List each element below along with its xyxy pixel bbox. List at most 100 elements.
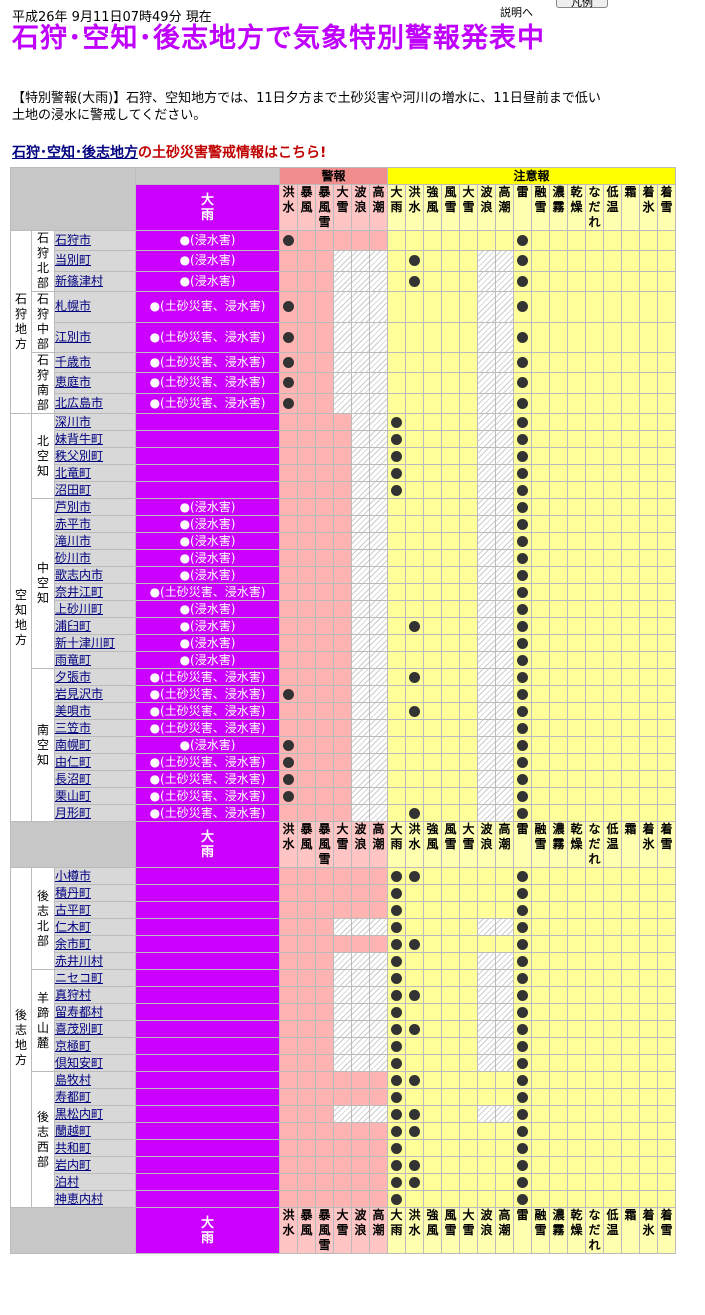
warning-cell	[370, 936, 387, 952]
warning-cell	[316, 567, 333, 583]
warning-cell	[370, 805, 387, 821]
sediment-link-text[interactable]: の土砂災害警戒情報はこちら!	[138, 145, 327, 161]
advisory-cell	[658, 754, 675, 770]
municipality-link[interactable]: 共和町	[55, 1140, 92, 1155]
municipality-link[interactable]: 奈井江町	[55, 584, 104, 599]
municipality-link[interactable]: 上砂川町	[55, 601, 104, 616]
municipality-link[interactable]: 北竜町	[55, 465, 92, 480]
advisory-cell	[640, 567, 657, 583]
municipality-link[interactable]: 神恵内村	[55, 1191, 104, 1206]
municipality-link[interactable]: 小樽市	[55, 868, 92, 883]
municipality-link[interactable]: 北広島市	[55, 395, 104, 410]
municipality-link[interactable]: 積丹町	[55, 885, 92, 900]
legend-button[interactable]: 凡例	[556, 0, 608, 9]
municipality-link[interactable]: 砂川市	[55, 550, 92, 565]
municipality-link[interactable]: 歌志内市	[55, 567, 104, 582]
advisory-cell	[550, 754, 567, 770]
sediment-info-link[interactable]: 石狩･空知･後志地方の土砂災害警戒情報はこちら!	[12, 142, 326, 162]
special-warning-cell	[136, 953, 279, 969]
municipality-cell: 秩父別町	[55, 448, 135, 464]
municipality-link[interactable]: 倶知安町	[55, 1055, 104, 1070]
warning-cell	[280, 1106, 297, 1122]
advisory-cell	[550, 902, 567, 918]
municipality-link[interactable]: 寿都町	[55, 1089, 92, 1104]
active-dot-icon	[517, 416, 528, 428]
municipality-link[interactable]: 栗山町	[55, 788, 92, 803]
municipality-link[interactable]: 島牧村	[55, 1072, 92, 1087]
municipality-link[interactable]: 三笠市	[55, 720, 92, 735]
municipality-link[interactable]: ニセコ町	[55, 970, 104, 985]
municipality-cell: 赤井川村	[55, 953, 135, 969]
help-link[interactable]: 説明へ	[500, 6, 533, 19]
municipality-link[interactable]: 妹背牛町	[55, 431, 104, 446]
table-row: 留寿都村	[11, 1004, 675, 1020]
advisory-cell	[514, 919, 531, 935]
municipality-link[interactable]: 南幌町	[55, 737, 92, 752]
advisory-cell	[514, 584, 531, 600]
municipality-link[interactable]: 岩見沢市	[55, 686, 104, 701]
municipality-link[interactable]: 古平町	[55, 902, 92, 917]
advisory-cell	[568, 353, 585, 373]
advisory-cell	[604, 720, 621, 736]
advisory-cell	[604, 1038, 621, 1054]
advisory-cell	[604, 703, 621, 719]
municipality-link[interactable]: 喜茂別町	[55, 1021, 104, 1036]
municipality-link[interactable]: 雨竜町	[55, 652, 92, 667]
advisory-cell	[586, 987, 603, 1003]
warning-cell	[316, 953, 333, 969]
municipality-link[interactable]: 京極町	[55, 1038, 92, 1053]
municipality-link[interactable]: 深川市	[55, 414, 92, 429]
advisory-cell	[424, 788, 441, 804]
advisory-cell	[460, 936, 477, 952]
municipality-link[interactable]: 新篠津村	[55, 273, 104, 288]
active-dot-icon	[283, 790, 294, 802]
advisory-cell	[550, 987, 567, 1003]
advisory-cell	[496, 271, 513, 291]
municipality-link[interactable]: 由仁町	[55, 754, 92, 769]
advisory-cell	[604, 353, 621, 373]
advisory-cell	[586, 1106, 603, 1122]
municipality-link[interactable]: 仁木町	[55, 919, 92, 934]
municipality-link[interactable]: 泊村	[55, 1174, 80, 1189]
advisory-cell	[388, 987, 405, 1003]
municipality-link[interactable]: 恵庭市	[55, 375, 92, 390]
municipality-link[interactable]: 夕張市	[55, 669, 92, 684]
municipality-link[interactable]: 千歳市	[55, 355, 92, 370]
municipality-link[interactable]: 沼田町	[55, 482, 92, 497]
advisory-cell	[406, 231, 423, 251]
municipality-link[interactable]: 黒松内町	[55, 1106, 104, 1121]
advisory-cell	[514, 1123, 531, 1139]
municipality-link[interactable]: 赤平市	[55, 516, 92, 531]
warning-cell	[280, 1021, 297, 1037]
active-dot-icon	[283, 377, 294, 389]
warning-cell	[298, 618, 315, 634]
municipality-link[interactable]: 芦別市	[55, 499, 92, 514]
municipality-link[interactable]: 岩内町	[55, 1157, 92, 1172]
advisory-cell	[388, 292, 405, 322]
advisory-cell	[478, 1174, 495, 1190]
advisory-cell	[442, 953, 459, 969]
municipality-link[interactable]: 浦臼町	[55, 618, 92, 633]
warning-cell	[334, 788, 351, 804]
municipality-link[interactable]: 新十津川町	[55, 635, 116, 650]
municipality-link[interactable]: 滝川市	[55, 533, 92, 548]
municipality-link[interactable]: 美唄市	[55, 703, 92, 718]
advisory-cell	[406, 970, 423, 986]
municipality-link[interactable]: 当別町	[55, 253, 92, 268]
municipality-link[interactable]: 真狩村	[55, 987, 92, 1002]
municipality-link[interactable]: 余市町	[55, 936, 92, 951]
municipality-link[interactable]: 石狩市	[55, 233, 92, 248]
municipality-link[interactable]: 月形町	[55, 805, 92, 820]
advisory-cell	[568, 1157, 585, 1173]
municipality-link[interactable]: 留寿都村	[55, 1004, 104, 1019]
advisory-cell	[658, 953, 675, 969]
municipality-link[interactable]: 赤井川村	[55, 953, 104, 968]
sediment-link-region[interactable]: 石狩･空知･後志地方	[12, 145, 138, 161]
advisory-cell	[442, 482, 459, 498]
advisory-cell	[658, 987, 675, 1003]
municipality-link[interactable]: 江別市	[55, 329, 92, 344]
municipality-link[interactable]: 蘭越町	[55, 1123, 92, 1138]
municipality-link[interactable]: 秩父別町	[55, 448, 104, 463]
municipality-link[interactable]: 長沼町	[55, 771, 92, 786]
municipality-link[interactable]: 札幌市	[55, 299, 92, 314]
